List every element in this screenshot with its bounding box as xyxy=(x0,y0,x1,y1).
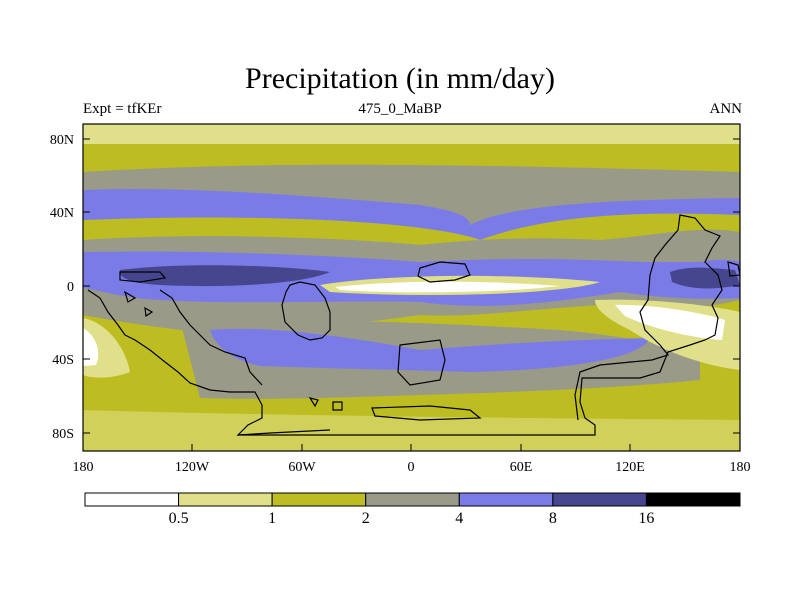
field-blue-south xyxy=(210,328,650,372)
lat-tick-label: 80N xyxy=(50,133,74,148)
colorbar-box xyxy=(645,492,741,507)
lon-tick-label: 0 xyxy=(408,460,415,475)
field-white-southwest xyxy=(83,328,99,366)
field-light-top xyxy=(83,124,740,144)
colorbar-level-label: 0.5 xyxy=(168,510,189,527)
colorbar-box xyxy=(365,492,460,507)
colorbar-box xyxy=(552,492,647,507)
field-darkblue-west xyxy=(119,265,330,287)
tick-marks xyxy=(82,138,741,451)
lon-tick-label: 60E xyxy=(510,460,533,475)
lon-tick-label: 120W xyxy=(175,460,210,475)
colorbar-box xyxy=(84,492,180,507)
experiment-label: Expt = tfKEr xyxy=(83,101,162,117)
field-white-tongue xyxy=(335,281,560,293)
field-darkblue-east xyxy=(670,267,740,289)
plot-title: Precipitation (in mm/day) xyxy=(245,62,555,95)
colorbar-level-label: 2 xyxy=(361,510,370,527)
time-label: 475_0_MaBP xyxy=(358,101,442,117)
lon-tick-label: 120E xyxy=(615,460,645,475)
field-blue-north xyxy=(83,189,740,240)
lat-tick-label: 0 xyxy=(67,280,74,295)
field-white-southeast xyxy=(615,304,725,340)
field-light-bottom xyxy=(83,410,740,451)
colorbar-level-label: 8 xyxy=(548,510,557,527)
lon-tick-label: 60W xyxy=(288,460,316,475)
season-label: ANN xyxy=(709,101,743,117)
lat-tick-label: 80S xyxy=(52,427,74,442)
colorbar-level-label: 16 xyxy=(638,510,655,527)
lat-tick-label: 40N xyxy=(50,206,74,221)
colorbar-box xyxy=(271,492,367,507)
colorbar-level-label: 1 xyxy=(268,510,277,527)
colorbar-box xyxy=(458,492,554,507)
lon-tick-label: 180 xyxy=(73,460,94,475)
colorbar xyxy=(84,492,741,507)
coastlines xyxy=(87,214,740,436)
contour-fill xyxy=(83,124,740,451)
colorbar-level-label: 4 xyxy=(455,510,464,527)
colorbar-box xyxy=(178,492,273,507)
lat-tick-label: 40S xyxy=(52,353,74,368)
lon-tick-label: 180 xyxy=(730,460,751,475)
